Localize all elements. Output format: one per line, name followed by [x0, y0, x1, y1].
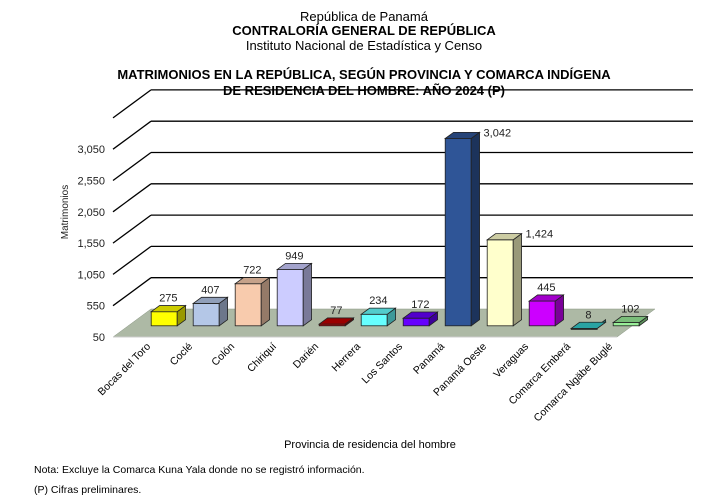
bar-front: [402, 317, 430, 327]
bar-side: [470, 131, 480, 327]
bar-value-label: 275: [159, 293, 177, 305]
bar-value-label: 77: [330, 305, 342, 317]
x-axis-title: Provincia de residencia del hombre: [284, 439, 456, 451]
bar-front: [528, 300, 556, 327]
bar-top: [527, 294, 565, 302]
bar-front: [150, 311, 178, 327]
y-tick-label: 2,050: [77, 207, 105, 219]
header-institute: Instituto Nacional de Estadística y Cens…: [245, 38, 483, 53]
gridline-side: [112, 214, 152, 244]
bar-top: [401, 311, 439, 319]
bar-value-label: 234: [369, 295, 387, 307]
gridline-side: [112, 245, 152, 275]
footnote-note: Nota: Excluye la Comarca Kuna Yala donde…: [34, 464, 365, 476]
bar-value-label: 172: [411, 299, 429, 311]
bar-value-label: 949: [285, 250, 303, 262]
bar-value-label: 407: [201, 284, 219, 296]
y-tick-label: 2,550: [77, 176, 105, 188]
y-axis-title: Matrimonios: [60, 185, 71, 239]
bar-front: [612, 322, 640, 327]
y-tick-label: 1,550: [77, 238, 105, 250]
x-tick-label: Veraguas: [491, 341, 531, 381]
x-tick-label: Darién: [291, 341, 321, 371]
gridline-side: [112, 183, 152, 213]
bar-side: [260, 276, 270, 327]
bar-front: [444, 138, 472, 327]
bar-top: [275, 262, 313, 270]
header-country: República de Panamá: [300, 9, 428, 24]
bar-value-label: 445: [537, 282, 555, 294]
chart-title-line1: MATRIMONIOS EN LA REPÚBLICA, SEGÚN PROVI…: [117, 67, 611, 82]
bar-top: [359, 307, 397, 315]
bar-top: [443, 131, 481, 139]
bar-front: [360, 313, 388, 327]
x-tick-label: Chiriquí: [245, 341, 279, 375]
bar-top: [233, 277, 271, 285]
footnote-preliminary: (P) Cifras preliminares.: [34, 484, 142, 496]
bar-side: [512, 232, 522, 327]
x-tick-label: Bocas del Toro: [96, 341, 154, 399]
y-tick-label: 550: [87, 301, 105, 313]
gridline-side: [112, 277, 152, 307]
x-tick-label: Los Santos: [359, 341, 405, 387]
x-tick-label: Colón: [209, 341, 237, 369]
bar-front: [276, 269, 304, 327]
bar-top: [191, 296, 229, 304]
bar-value-label: 8: [585, 309, 591, 321]
bar-top: [317, 317, 355, 325]
bar-top: [611, 315, 649, 323]
bar-top: [149, 305, 187, 313]
x-tick-label: Panamá: [411, 341, 447, 377]
bar-value-label: 102: [621, 303, 639, 315]
bar-front: [486, 239, 514, 327]
bar-front: [234, 283, 262, 327]
gridline-side: [112, 151, 152, 182]
y-tick-label: 50: [93, 332, 105, 344]
bar-top: [569, 321, 607, 329]
x-tick-label: Comarca Ngäbe Buglé: [532, 341, 616, 425]
header-institution: CONTRALORÍA GENERAL DE REPÚBLICA: [232, 23, 496, 38]
x-tick-label: Coclé: [168, 341, 196, 369]
gridline-side: [112, 120, 152, 150]
bar-value-label: 3,042: [484, 127, 512, 139]
bar-top: [485, 233, 523, 241]
y-tick-label: 3,050: [77, 144, 105, 156]
bar-front: [192, 303, 220, 327]
y-tick-label: 1,050: [77, 269, 105, 281]
bar-side: [302, 262, 312, 327]
gridline-side: [112, 89, 152, 119]
bar-value-label: 1,424: [526, 229, 554, 241]
x-tick-label: Herrera: [329, 341, 363, 375]
bar-value-label: 722: [243, 265, 261, 277]
